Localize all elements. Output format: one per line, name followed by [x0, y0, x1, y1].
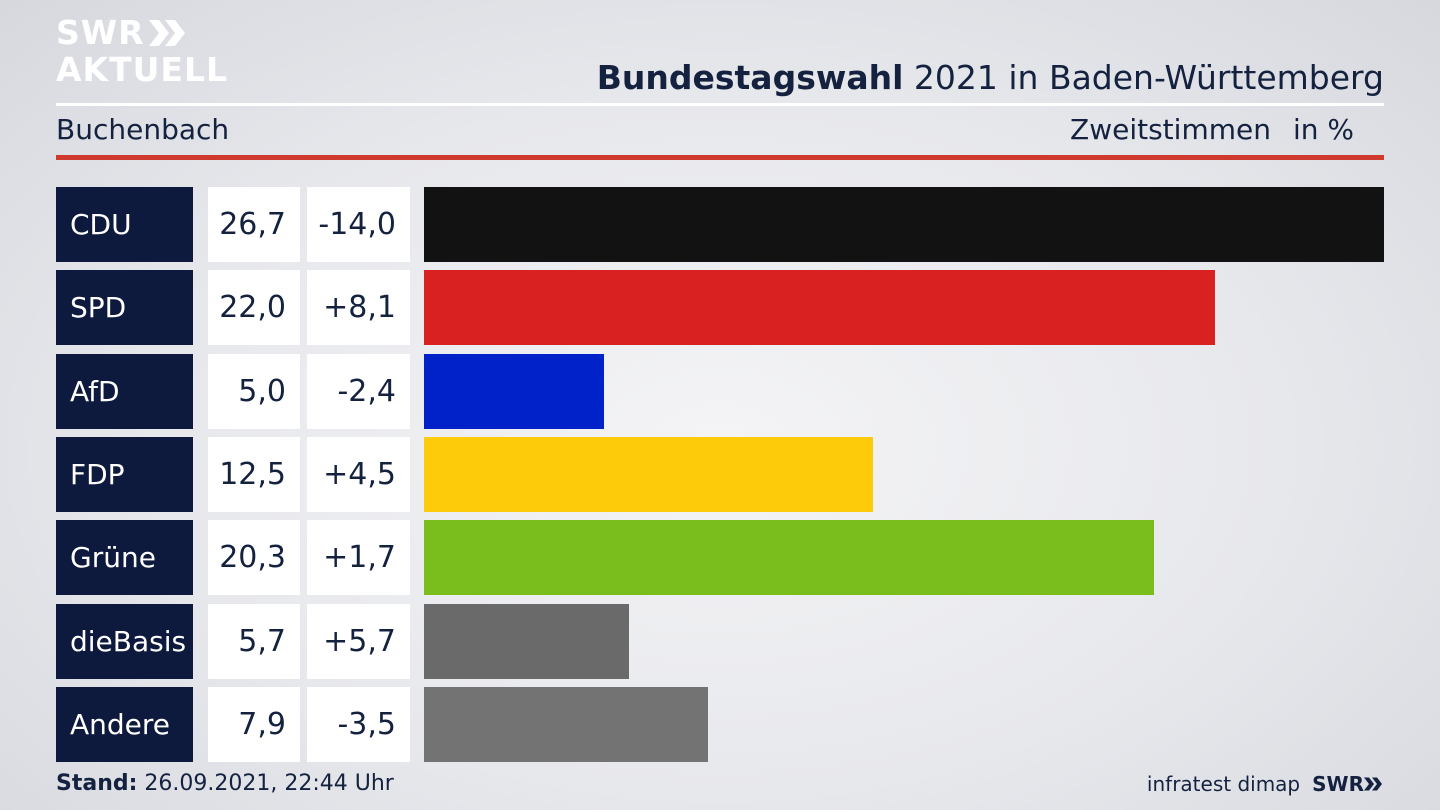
logo-text-swr: SWR — [56, 13, 145, 52]
brand-text: SWR — [1312, 772, 1364, 796]
timestamp-value: 26.09.2021, 22:44 Uhr — [137, 771, 394, 796]
logo-text-aktuell: AKTUELL — [56, 50, 229, 89]
value-label: 12,5 — [208, 436, 300, 512]
title-bold: Bundestagswahl — [596, 58, 904, 97]
party-label: AfD — [56, 353, 193, 429]
bar — [424, 270, 1215, 346]
source-credit: infratest dimap SWR — [1147, 772, 1384, 796]
measure-text: Zweitstimmen — [1070, 113, 1271, 146]
value-label: 7,9 — [208, 686, 300, 762]
party-label: SPD — [56, 270, 193, 346]
party-label: Grüne — [56, 520, 193, 596]
change-label: +1,7 — [307, 520, 410, 596]
bar — [424, 353, 604, 429]
title-rest: 2021 in Baden-Württemberg — [903, 58, 1384, 97]
timestamp: Stand: 26.09.2021, 22:44 Uhr — [56, 771, 394, 796]
change-label: +4,5 — [307, 436, 410, 512]
bar — [424, 187, 1384, 262]
value-label: 22,0 — [208, 270, 300, 346]
location-label: Buchenbach — [56, 113, 230, 146]
chart-row: Grüne 20,3 +1,7 — [56, 520, 1384, 596]
party-label: FDP — [56, 436, 193, 512]
party-label: CDU — [56, 187, 193, 262]
source-text: infratest dimap — [1146, 772, 1301, 796]
party-label: dieBasis — [56, 603, 193, 679]
bar — [424, 520, 1154, 596]
double-chevron-icon — [1364, 777, 1382, 791]
chart-row: SPD 22,0 +8,1 — [56, 270, 1384, 346]
value-label: 26,7 — [208, 187, 300, 262]
header-divider — [56, 103, 1384, 106]
change-label: +5,7 — [307, 603, 410, 679]
bar — [424, 603, 629, 679]
party-label: Andere — [56, 686, 193, 762]
bar — [424, 686, 708, 762]
change-label: -2,4 — [307, 353, 410, 429]
bar — [424, 436, 873, 512]
value-label: 5,7 — [208, 603, 300, 679]
measure-label: Zweitstimmen in % — [1070, 113, 1354, 146]
chart-row: AfD 5,0 -2,4 — [56, 353, 1384, 429]
change-label: -14,0 — [307, 187, 410, 262]
chart-row: CDU 26,7 -14,0 — [56, 187, 1384, 262]
swr-small-logo: SWR — [1312, 772, 1384, 796]
value-label: 5,0 — [208, 353, 300, 429]
value-label: 20,3 — [208, 520, 300, 596]
chart-title: Bundestagswahl 2021 in Baden-Württemberg — [597, 58, 1384, 97]
chart-row: dieBasis 5,7 +5,7 — [56, 603, 1384, 679]
swr-aktuell-logo: SWR AKTUELL — [56, 14, 228, 88]
header-red-divider — [56, 155, 1384, 160]
change-label: -3,5 — [307, 686, 410, 762]
unit-text: in % — [1292, 113, 1354, 146]
chart-row: Andere 7,9 -3,5 — [56, 686, 1384, 762]
chart-row: FDP 12,5 +4,5 — [56, 436, 1384, 512]
double-chevron-icon — [148, 19, 185, 46]
timestamp-label: Stand: — [56, 771, 138, 796]
change-label: +8,1 — [307, 270, 410, 346]
